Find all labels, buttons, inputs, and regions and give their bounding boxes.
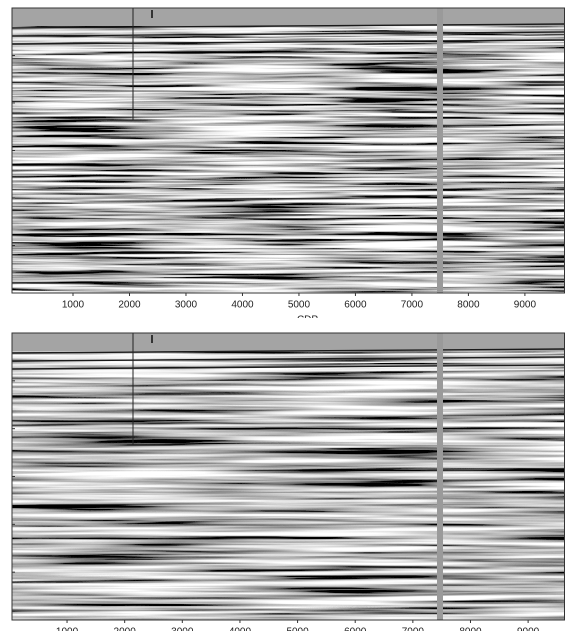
x-tick-label: 4000 bbox=[231, 300, 254, 311]
data-gap bbox=[437, 8, 443, 293]
seismic-panel: 1000 2000 3000 4000 5000 6000 7000 8000 9000 bbox=[12, 333, 565, 631]
x-tick-label: 3000 bbox=[171, 627, 194, 631]
water-column bbox=[12, 8, 565, 26]
x-tick-label: 2000 bbox=[114, 627, 137, 631]
x-tick-label: 9000 bbox=[517, 627, 540, 631]
x-tick-label: 1000 bbox=[62, 300, 85, 311]
label-cover bbox=[12, 318, 565, 333]
x-tick-label: 7000 bbox=[401, 300, 424, 311]
x-tick-label: 4000 bbox=[229, 627, 252, 631]
x-tick-label: 5000 bbox=[288, 300, 311, 311]
x-tick-label: 2000 bbox=[118, 300, 141, 311]
x-tick-label: 8000 bbox=[457, 300, 480, 311]
x-tick-label: 7000 bbox=[402, 627, 425, 631]
x-tick-label: 6000 bbox=[344, 300, 367, 311]
x-tick-label: 8000 bbox=[459, 627, 482, 631]
page: 100020003000400050006000700080009000CDP1… bbox=[0, 0, 565, 631]
data-gap bbox=[437, 333, 443, 620]
seismic-image bbox=[12, 333, 565, 620]
figure: 100020003000400050006000700080009000CDP1… bbox=[0, 0, 565, 631]
seismic-image bbox=[12, 8, 565, 293]
seismic-panel: 100020003000400050006000700080009000CDP bbox=[12, 8, 565, 333]
x-tick-label: 3000 bbox=[175, 300, 198, 311]
x-tick-label: 9000 bbox=[514, 300, 537, 311]
water-column bbox=[12, 333, 565, 351]
x-tick-label: 6000 bbox=[344, 627, 367, 631]
x-tick-label: 5000 bbox=[286, 627, 309, 631]
x-tick-label: 1000 bbox=[56, 627, 79, 631]
